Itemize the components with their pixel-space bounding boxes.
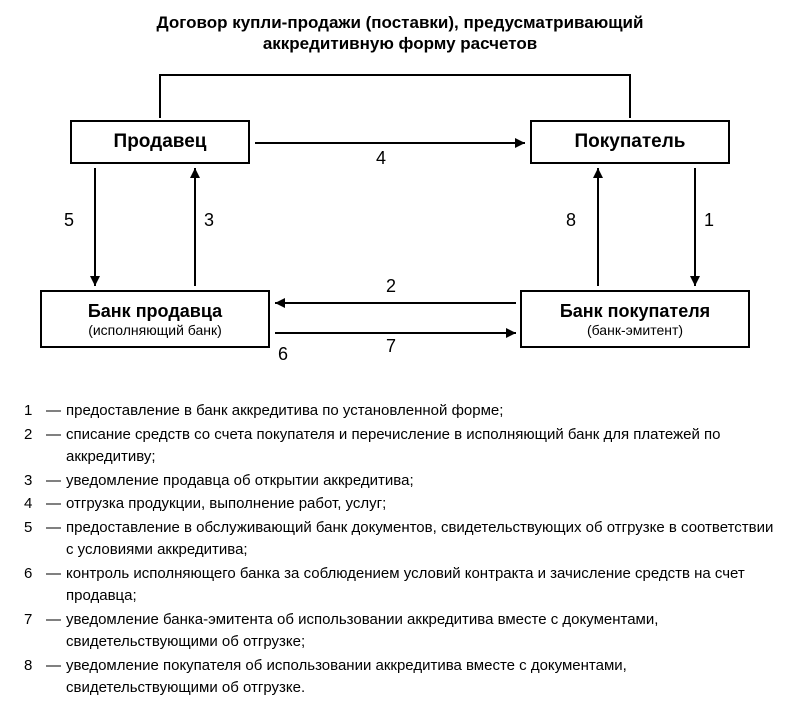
title-line1: Договор купли-продажи (поставки), предус… [157, 13, 644, 32]
legend-dash-3: — [46, 470, 66, 493]
legend-num-5: 5 [24, 517, 46, 540]
legend-dash-6: — [46, 563, 66, 586]
diagram-canvas: Договор купли-продажи (поставки), предус… [0, 0, 800, 722]
node-buyer-bank-sublabel: (банк-эмитент) [587, 322, 683, 338]
node-buyer-bank-label: Банк покупателя [560, 301, 710, 322]
title-line2: аккредитивную форму расчетов [263, 34, 537, 53]
node-seller-bank-sublabel: (исполняющий банк) [88, 322, 222, 338]
legend-num-3: 3 [24, 470, 46, 493]
edge-label-7: 7 [386, 336, 396, 357]
node-buyer-label: Покупатель [574, 131, 685, 153]
legend-text-7: уведомление банка-эмитента об использова… [66, 609, 774, 654]
legend-text-6: контроль исполняющего банка за соблюдени… [66, 563, 774, 608]
legend-row-5: 5 — предоставление в обслуживающий банк … [24, 517, 774, 562]
legend-dash-7: — [46, 609, 66, 632]
edge-label-4: 4 [376, 148, 386, 169]
node-seller-bank-label: Банк продавца [88, 301, 222, 322]
node-seller-bank: Банк продавца (исполняющий банк) [40, 290, 270, 348]
legend-dash-8: — [46, 655, 66, 678]
legend-row-2: 2 — списание средств со счета покупателя… [24, 424, 774, 469]
diagram-title: Договор купли-продажи (поставки), предус… [80, 12, 720, 55]
node-seller-label: Продавец [114, 131, 207, 153]
legend-row-8: 8 — уведомление покупателя об использова… [24, 655, 774, 700]
node-seller: Продавец [70, 120, 250, 164]
legend-dash-2: — [46, 424, 66, 447]
legend-text-8: уведомление покупателя об использовании … [66, 655, 774, 700]
legend-row-4: 4 — отгрузка продукции, выполнение работ… [24, 493, 774, 516]
legend-num-7: 7 [24, 609, 46, 632]
edge-label-2: 2 [386, 276, 396, 297]
legend-dash-5: — [46, 517, 66, 540]
top-bracket [160, 75, 630, 118]
node-buyer: Покупатель [530, 120, 730, 164]
node-buyer-bank: Банк покупателя (банк-эмитент) [520, 290, 750, 348]
legend-num-8: 8 [24, 655, 46, 678]
edge-label-6: 6 [278, 344, 288, 365]
legend-dash-1: — [46, 400, 66, 423]
legend-num-1: 1 [24, 400, 46, 423]
legend-text-5: предоставление в обслуживающий банк доку… [66, 517, 774, 562]
legend-dash-4: — [46, 493, 66, 516]
legend-row-7: 7 — уведомление банка-эмитента об исполь… [24, 609, 774, 654]
legend-num-2: 2 [24, 424, 46, 447]
legend-text-3: уведомление продавца об открытии аккреди… [66, 470, 774, 493]
edge-label-3: 3 [204, 210, 214, 231]
legend-num-4: 4 [24, 493, 46, 516]
legend: 1 — предоставление в банк аккредитива по… [24, 400, 774, 701]
edge-label-5: 5 [64, 210, 74, 231]
edge-label-8: 8 [566, 210, 576, 231]
legend-num-6: 6 [24, 563, 46, 586]
edge-label-1: 1 [704, 210, 714, 231]
legend-row-1: 1 — предоставление в банк аккредитива по… [24, 400, 774, 423]
legend-row-3: 3 — уведомление продавца об открытии акк… [24, 470, 774, 493]
legend-text-4: отгрузка продукции, выполнение работ, ус… [66, 493, 774, 516]
legend-text-1: предоставление в банк аккредитива по уст… [66, 400, 774, 423]
legend-row-6: 6 — контроль исполняющего банка за соблю… [24, 563, 774, 608]
legend-text-2: списание средств со счета покупателя и п… [66, 424, 774, 469]
